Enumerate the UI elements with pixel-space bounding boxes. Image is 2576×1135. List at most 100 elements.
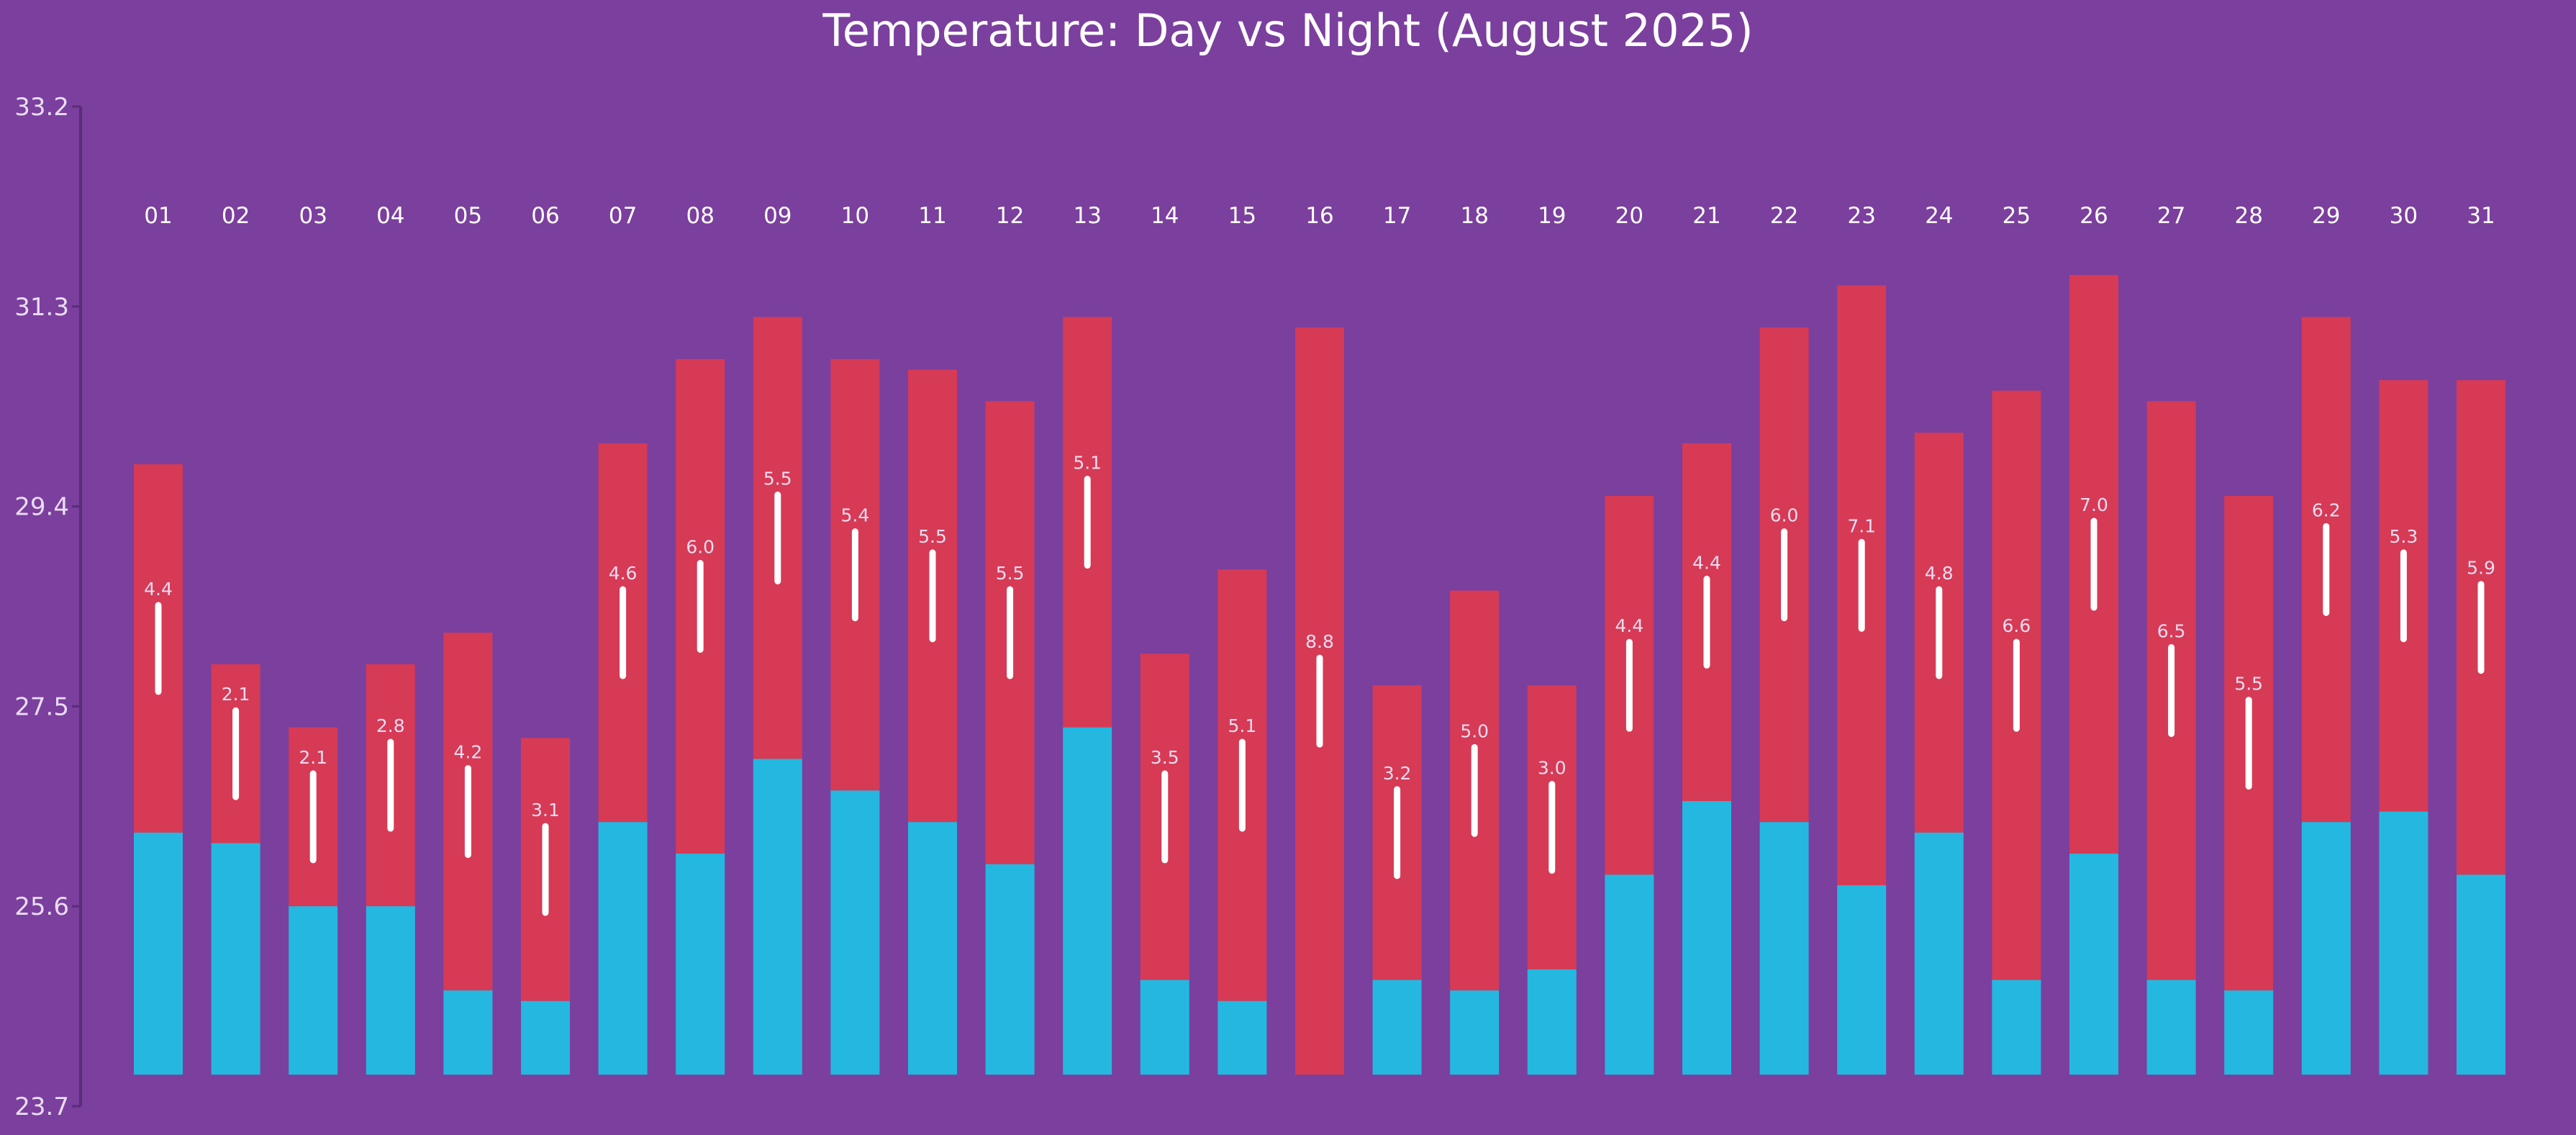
diff-label: 2.1 [299,747,327,768]
diff-label: 5.4 [841,505,870,526]
x-tick-label: 08 [686,203,714,229]
x-tick-label: 31 [2467,203,2495,229]
diff-label: 6.0 [686,537,715,558]
y-tick-label: 31.3 [14,293,69,322]
x-tick-label: 15 [1228,203,1256,229]
night-bar [2069,854,2118,1075]
night-bar [366,906,415,1075]
x-tick-label: 02 [222,203,250,229]
night-bar [985,864,1035,1075]
x-tick-labels: 01 02 03 04 05 06 07 08 09 10 11 12 13 14 15 16 17 18 19 20… [144,203,2495,229]
y-tick-label: 25.6 [14,892,69,921]
night-bar [1140,980,1189,1075]
diff-label: 4.4 [1692,552,1721,573]
x-tick-label: 04 [376,203,404,229]
night-bar [2457,874,2505,1075]
y-axis: 23.7 25.6 27.5 29.4 31.3 33.2 [14,93,82,1121]
x-tick-label: 10 [841,203,869,229]
diff-label: 4.4 [144,579,173,600]
diff-label: 6.5 [2157,620,2186,641]
diff-label: 5.1 [1228,715,1257,736]
diff-label: 4.2 [454,742,483,763]
night-bar [1605,874,1654,1075]
x-tick-label: 06 [531,203,559,229]
markers-layer: 4.4 2.1 2.1 2.8 4.2 3.1 4.6 6.0 5.5 5.4 5.5 5.5 5.1 3… [144,453,2495,916]
y-tick-label: 29.4 [14,493,69,522]
night-bar [1450,990,1500,1075]
night-bar [289,906,338,1075]
diff-label: 6.6 [2003,615,2031,636]
y-tick-label: 33.2 [14,93,69,122]
x-tick-label: 20 [1615,203,1643,229]
diff-label: 6.0 [1770,505,1799,526]
diff-label: 7.0 [2080,494,2108,515]
x-tick-label: 07 [609,203,637,229]
x-tick-label: 26 [2080,203,2108,229]
diff-label: 5.9 [2467,558,2495,579]
night-bar [1992,980,2041,1075]
diff-label: 5.5 [918,526,947,547]
diff-label: 8.8 [1305,631,1334,652]
y-tick-label: 27.5 [14,692,69,721]
x-tick-label: 23 [1847,203,1875,229]
diff-label: 3.1 [531,800,560,820]
night-bar [676,854,725,1075]
night-bar [1372,980,1422,1075]
x-tick-label: 14 [1151,203,1179,229]
x-tick-label: 29 [2312,203,2340,229]
night-bar [753,759,802,1075]
x-tick-label: 18 [1460,203,1488,229]
night-bar [2301,822,2351,1075]
diff-label: 2.1 [222,684,250,705]
night-bar [2146,980,2196,1075]
diff-label: 7.1 [1847,515,1876,536]
night-bar [443,990,493,1075]
night-bar [2224,990,2274,1075]
x-tick-label: 19 [1538,203,1566,229]
diff-label: 4.6 [609,563,638,584]
diff-label: 5.5 [763,468,792,489]
diff-label: 5.0 [1460,720,1489,741]
x-tick-label: 05 [454,203,482,229]
night-bar [2379,811,2428,1075]
diff-label: 5.1 [1073,453,1102,474]
night-bar [521,1000,570,1075]
x-tick-label: 11 [918,203,946,229]
x-tick-label: 30 [2390,203,2418,229]
night-bar [1527,969,1577,1075]
night-bar [908,822,957,1075]
x-tick-label: 03 [299,203,327,229]
x-tick-label: 01 [144,203,172,229]
x-tick-label: 24 [1925,203,1953,229]
x-tick-label: 27 [2157,203,2185,229]
x-tick-label: 25 [2003,203,2031,229]
x-tick-label: 13 [1073,203,1101,229]
x-tick-label: 28 [2234,203,2262,229]
x-tick-label: 12 [996,203,1024,229]
night-bar [1063,727,1112,1075]
x-tick-label: 17 [1383,203,1411,229]
diff-label: 5.3 [2390,526,2418,547]
night-bar [830,790,880,1075]
diff-label: 4.8 [1925,563,1954,584]
diff-label: 4.4 [1615,615,1644,636]
night-bar [1837,885,1887,1075]
diff-label: 5.5 [996,563,1025,584]
x-tick-label: 09 [763,203,792,229]
y-tick-label: 23.7 [14,1093,69,1121]
night-bar [1759,822,1809,1075]
diff-label: 3.2 [1383,763,1412,784]
night-bar [1682,800,1731,1075]
night-bar [1217,1000,1267,1075]
x-tick-label: 21 [1692,203,1720,229]
diff-label: 6.2 [2312,499,2341,520]
x-tick-label: 16 [1305,203,1333,229]
diff-label: 3.5 [1151,747,1179,768]
x-tick-label: 22 [1770,203,1798,229]
diff-label: 2.8 [376,715,405,736]
night-bar [598,822,648,1075]
chart-title: Temperature: Day vs Night (August 2025) [822,4,1753,57]
night-bar [1914,832,1964,1075]
night-bar [134,832,183,1075]
